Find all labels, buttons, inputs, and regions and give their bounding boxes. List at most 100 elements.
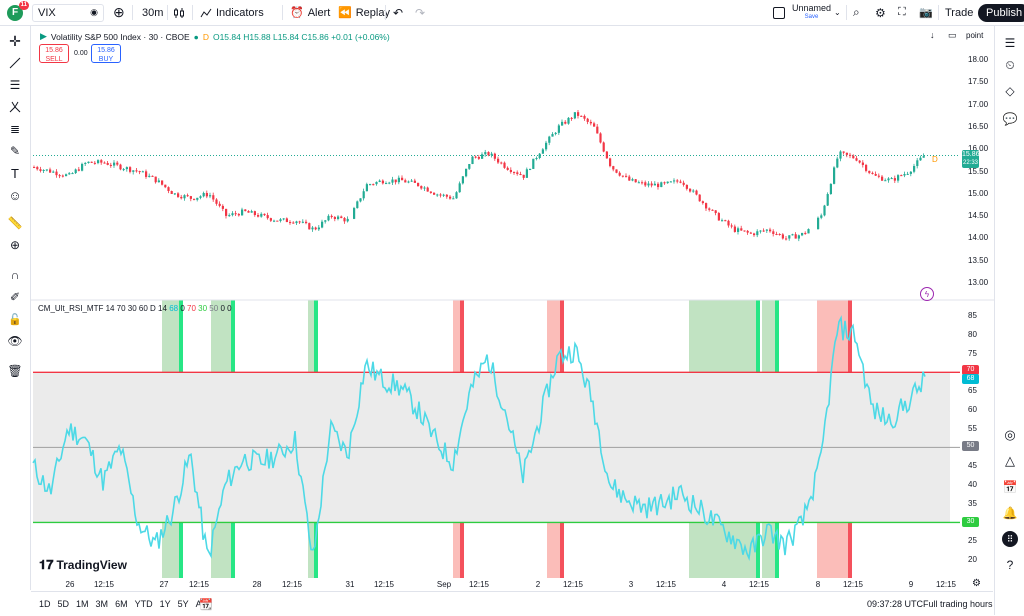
redo-icon[interactable]: ↷	[415, 5, 426, 20]
rsi-axis-label: 20	[968, 555, 977, 564]
candle-up	[903, 173, 906, 176]
candle-down	[615, 169, 618, 173]
candle-up	[324, 220, 327, 222]
candle-down	[266, 215, 269, 219]
candle-up	[369, 184, 372, 186]
undo-icon[interactable]: ↶	[393, 5, 404, 20]
emoji-icon[interactable]: ☺	[8, 187, 22, 203]
quick-search-icon[interactable]: ⌕	[853, 5, 860, 19]
lightning-event-icon[interactable]: ϟ	[920, 287, 934, 301]
visibility-eye-icon[interactable]: 👁	[7, 334, 23, 348]
symbol-search[interactable]: VIX ◉	[32, 0, 104, 25]
interval-button[interactable]: 30m	[142, 6, 164, 19]
alerts-clock-icon[interactable]: ⏲	[1005, 57, 1015, 72]
goto-date-calendar-icon[interactable]: 📆	[199, 598, 213, 611]
tradingview-logo: 𝟏𝟕 TradingView	[39, 557, 127, 573]
layout-name-button[interactable]: Unnamed Save	[792, 0, 831, 25]
candle-up	[125, 167, 128, 170]
layout-checkbox[interactable]	[773, 0, 785, 25]
clock-time[interactable]: 09:37:28 UTC	[867, 599, 924, 609]
legend-title[interactable]: Volatility S&P 500 Index · 30 · CBOE	[50, 31, 190, 42]
candle-down	[247, 211, 250, 213]
crosshair-icon[interactable]: ✛	[9, 32, 21, 49]
axis-settings-gear-icon[interactable]: ⚙	[972, 578, 981, 589]
time-label: 12:15	[748, 580, 770, 589]
candle-down	[164, 184, 167, 188]
candle-down	[743, 230, 746, 232]
replay-label: Replay	[355, 6, 390, 19]
zoom-in-icon[interactable]: ⊕	[9, 238, 21, 252]
sell-button[interactable]: 15.86 SELL	[39, 44, 69, 63]
brush-icon[interactable]: ✎	[9, 144, 21, 158]
candle-down	[586, 118, 589, 122]
range-button[interactable]: 3M	[95, 599, 109, 609]
collapse-arrow-icon[interactable]: ↓	[930, 30, 935, 40]
candle-up	[317, 227, 320, 230]
trash-icon[interactable]: 🗑	[7, 364, 23, 378]
time-label: 28	[252, 580, 262, 589]
notifications-bell-icon[interactable]: 🔔	[1002, 506, 1018, 520]
candle-down	[439, 194, 442, 196]
range-button[interactable]: 5Y	[177, 599, 189, 609]
pine-editor-icon[interactable]: △	[1005, 453, 1015, 468]
fullscreen-icon[interactable]: ⛶	[898, 6, 906, 18]
range-button[interactable]: YTD	[134, 599, 153, 609]
candle-down	[257, 215, 260, 217]
candle-up	[388, 182, 391, 184]
publish-button[interactable]: Publish	[978, 0, 1024, 25]
candle-down	[602, 142, 605, 152]
dividend-marker[interactable]: D	[932, 155, 938, 164]
candle-up	[887, 178, 890, 181]
settings-gear-icon[interactable]: ⚙	[875, 5, 886, 20]
replay-button[interactable]: ⏪ Replay	[338, 0, 390, 25]
user-avatar[interactable]: F 11	[7, 0, 29, 25]
candle-down	[657, 183, 660, 188]
range-button[interactable]: 1M	[76, 599, 89, 609]
price-label: 14.00	[968, 233, 989, 243]
candle-up	[673, 180, 676, 182]
target-icon[interactable]: ◎	[1004, 427, 1016, 442]
trend-line-icon[interactable]	[6, 54, 24, 72]
candle-down	[221, 205, 224, 209]
candle-down	[170, 191, 173, 194]
fib-retracement-icon[interactable]: ≣	[9, 122, 21, 136]
pitchfork-icon[interactable]	[6, 98, 24, 116]
text-tool-icon[interactable]: T	[11, 165, 19, 181]
help-icon[interactable]: ?	[1006, 558, 1014, 572]
indicators-button[interactable]: Indicators	[200, 0, 264, 25]
range-button[interactable]: 1D	[39, 599, 51, 609]
layout-chevron-down-icon[interactable]: ⌄	[834, 8, 841, 17]
ruler-icon[interactable]: 📏	[7, 216, 23, 230]
magnet-icon[interactable]: ∩	[10, 268, 20, 282]
chat-icon[interactable]: 💬	[1002, 112, 1018, 126]
maximize-pane-icon[interactable]: ▭	[948, 30, 957, 40]
rsi-legend[interactable]: CM_Ult_RSI_MTF 14 70 30 60 D 14 68 0 70 …	[38, 304, 232, 313]
trade-button[interactable]: Trade	[945, 6, 974, 19]
camera-icon[interactable]: 📷	[919, 7, 933, 19]
candle-down	[506, 167, 509, 170]
candle-down	[871, 172, 874, 174]
apps-icon[interactable]: ⠿	[1001, 530, 1019, 548]
session-label[interactable]: Full trading hours	[923, 599, 993, 609]
candle-down	[612, 166, 615, 170]
compare-plus-icon[interactable]: ⊕	[113, 4, 125, 20]
lock-icon[interactable]: 🔓	[8, 313, 22, 326]
range-button[interactable]: 5D	[57, 599, 70, 609]
candles-icon[interactable]	[173, 0, 185, 25]
candle-down	[61, 175, 64, 177]
candle-down	[145, 171, 148, 177]
horizontal-lines-icon[interactable]: ☰	[9, 78, 21, 92]
range-button[interactable]: 1Y	[159, 599, 171, 609]
range-button[interactable]: All	[195, 599, 206, 609]
price-label: 13.50	[968, 255, 989, 265]
alert-button[interactable]: ⏰ Alert	[290, 0, 330, 25]
buy-button[interactable]: 15.86 BUY	[91, 44, 121, 63]
lock-drawings-icon[interactable]: ✐	[9, 290, 21, 304]
layers-icon[interactable]: ◇	[1005, 84, 1015, 98]
calendar-icon[interactable]: 📅	[1002, 480, 1018, 494]
candle-down	[861, 162, 864, 165]
range-button[interactable]: 6M	[115, 599, 128, 609]
watchlist-icon[interactable]: ☰	[1004, 36, 1016, 50]
scale-mode-label[interactable]: point	[966, 31, 984, 40]
